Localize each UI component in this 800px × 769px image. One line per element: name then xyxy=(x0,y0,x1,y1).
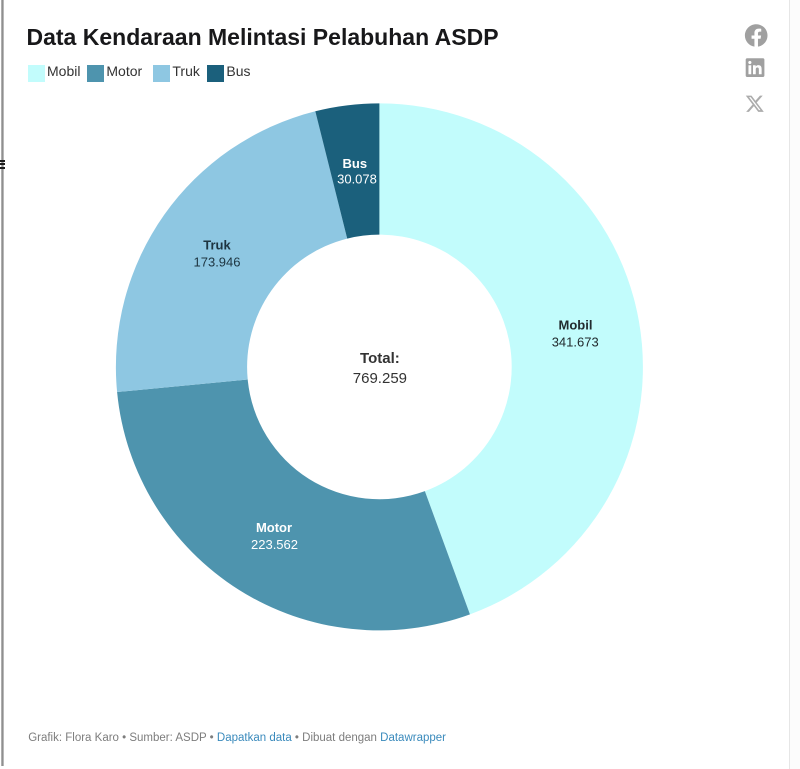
svg-text:Total:: Total: xyxy=(360,350,400,367)
svg-text:Truk: Truk xyxy=(203,238,231,253)
svg-text:173.946: 173.946 xyxy=(194,254,241,269)
svg-text:Mobil: Mobil xyxy=(559,318,593,333)
svg-text:341.673: 341.673 xyxy=(552,334,599,349)
svg-text:223.562: 223.562 xyxy=(251,537,298,552)
svg-text:30.078: 30.078 xyxy=(337,172,377,187)
svg-text:769.259: 769.259 xyxy=(353,370,407,387)
svg-text:Bus: Bus xyxy=(343,156,368,171)
svg-text:Motor: Motor xyxy=(256,520,292,535)
